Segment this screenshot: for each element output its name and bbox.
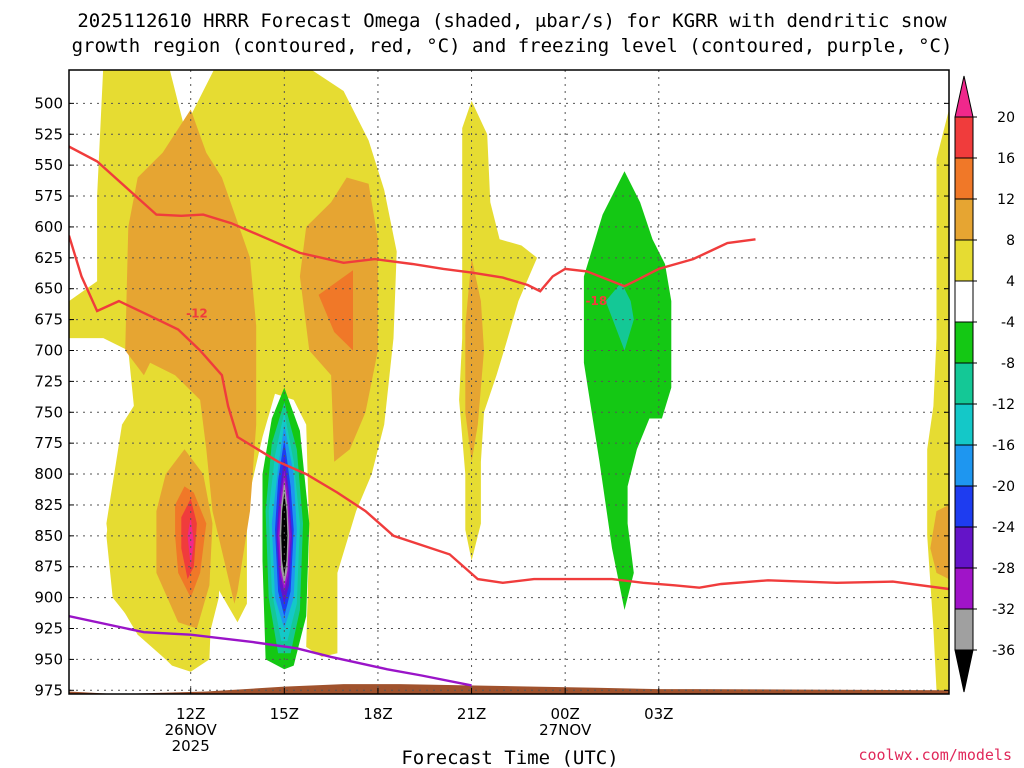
colorbar: 20 16 12 8 4 -4 -8 -12 -16 -20 -24 -28 -32 -36 [954, 75, 1015, 693]
colorbar-segment [954, 526, 974, 569]
colorbar-segment [954, 649, 974, 693]
colorbar-label: 20 [997, 110, 1015, 126]
colorbar-label: -32 [992, 602, 1015, 618]
y-tick-label: 600 [34, 218, 63, 236]
x-tick-label: 00Z [550, 705, 579, 723]
contour-label--18: -18 [586, 294, 608, 308]
x-tick-date: 27NOV [539, 721, 592, 739]
contours: -12 -18 [69, 145, 949, 687]
freezing-level-line [69, 615, 472, 687]
colorbar-label: -4 [1001, 315, 1015, 331]
colorbar-segment [954, 75, 974, 118]
y-tick-label: 525 [34, 125, 63, 143]
y-tick-label: 650 [34, 280, 63, 298]
colorbar-segment [954, 198, 974, 241]
colorbar-segment [954, 280, 974, 323]
y-tick-label: 800 [34, 465, 63, 483]
grid [69, 70, 949, 694]
colorbar-label: -24 [992, 520, 1015, 536]
y-tick-label: 900 [34, 589, 63, 607]
y-tick-label: 825 [34, 496, 63, 514]
x-tick-label: 12Z [176, 705, 205, 723]
y-tick-label: 950 [34, 650, 63, 668]
x-tick-label: 03Z [644, 705, 673, 723]
colorbar-label: 16 [997, 151, 1015, 167]
chart-title-line-1: 2025112610 HRRR Forecast Omega (shaded, … [77, 10, 947, 32]
colorbar-label: -8 [1001, 356, 1015, 372]
dgz-contour--18 [69, 145, 756, 293]
contour-label--12: -12 [186, 306, 208, 320]
colorbar-label: 4 [1006, 274, 1015, 290]
x-tick-date: 26NOV [165, 721, 218, 739]
dgz-contour--12 [69, 235, 949, 591]
colorbar-segment [954, 567, 974, 610]
y-tick-label: 700 [34, 341, 63, 359]
omega-region-orange-right [930, 504, 949, 580]
plot-frame [68, 69, 950, 695]
omega-region-deep-orange-center [318, 270, 353, 351]
chart-title-line-2: growth region (contoured, red, °C) and f… [72, 35, 953, 57]
colorbar-segment [954, 116, 974, 159]
credit-text: coolwx.com/models [858, 746, 1012, 764]
y-tick-label: 875 [34, 558, 63, 576]
omega-region-green-right [583, 171, 672, 611]
colorbar-segment [954, 444, 974, 487]
y-tick-label: 550 [34, 156, 63, 174]
y-tick-label: 975 [34, 681, 63, 699]
colorbar-label: -16 [992, 438, 1015, 454]
y-tick-label: 675 [34, 311, 63, 329]
x-tick-label: 18Z [363, 705, 392, 723]
colorbar-segment [954, 403, 974, 446]
colorbar-label: 8 [1006, 233, 1015, 249]
omega-region-magenta-left [187, 517, 194, 567]
plot-area [69, 70, 949, 694]
colorbar-label: -28 [992, 561, 1015, 577]
x-tick-label: 15Z [270, 705, 299, 723]
x-tick-label: 21Z [457, 705, 486, 723]
colorbar-segment [954, 608, 974, 651]
colorbar-label: -12 [992, 397, 1015, 413]
x-axis-label: Forecast Time (UTC) [401, 747, 618, 768]
y-tick-label: 850 [34, 527, 63, 545]
omega-region-teal-right [605, 282, 634, 351]
colorbar-label: 12 [997, 192, 1015, 208]
omega-region-orange-left-upper [125, 109, 257, 604]
y-tick-label: 500 [34, 94, 63, 112]
colorbar-label: -20 [992, 479, 1015, 495]
omega-region-orange-middle-sliver [465, 257, 484, 462]
colorbar-segment [954, 157, 974, 200]
axes: 500 525 550 575 600 625 650 675 700 725 750 775 800 8… [34, 69, 950, 755]
x-tick-year: 2025 [172, 737, 210, 755]
colorbar-segment [954, 239, 974, 282]
colorbar-segment [954, 362, 974, 405]
ground-band [69, 684, 949, 694]
y-tick-label: 775 [34, 434, 63, 452]
y-tick-label: 925 [34, 620, 63, 638]
y-tick-label: 625 [34, 249, 63, 267]
colorbar-segment [954, 321, 974, 364]
omega-region-yellow-middle [459, 100, 538, 561]
y-tick-label: 725 [34, 372, 63, 390]
colorbar-label: -36 [992, 643, 1015, 659]
y-tick-label: 575 [34, 187, 63, 205]
colorbar-segment [954, 485, 974, 528]
y-tick-label: 750 [34, 403, 63, 421]
